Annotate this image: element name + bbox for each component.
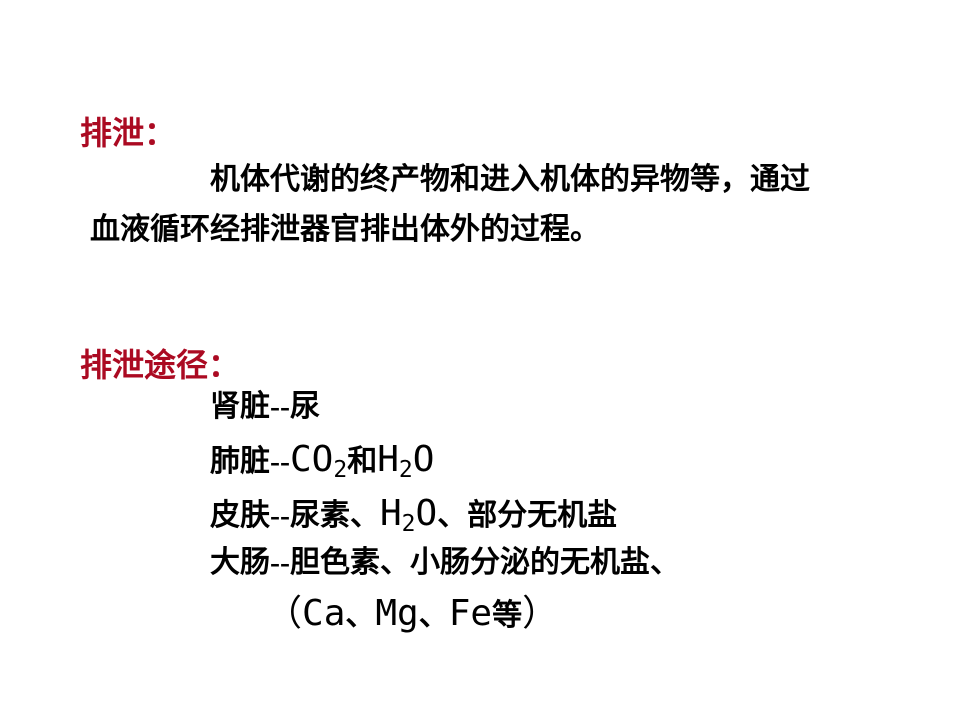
lung-and: 和 — [347, 445, 377, 478]
kidney-desc: 尿 — [290, 390, 320, 423]
lung-co2-sub: 2 — [333, 457, 347, 483]
lung-h2o-o: O — [413, 439, 435, 480]
elem-fe: Fe — [449, 593, 492, 634]
c1: 、 — [345, 599, 375, 632]
sep: -- — [270, 390, 290, 423]
paren-close: ） — [522, 593, 558, 634]
sep: -- — [270, 499, 290, 532]
paren-open: （ — [266, 593, 302, 634]
skin-h2o-h: H — [380, 493, 402, 534]
organ-skin: 皮肤 — [210, 499, 270, 532]
skin-part2: 、部分无机盐 — [437, 499, 617, 532]
organ-lung: 肺脏 — [210, 445, 270, 478]
elem-ca: Ca — [302, 593, 345, 634]
sep: -- — [270, 546, 290, 579]
c2: 、 — [419, 599, 449, 632]
route-colon-line2: （Ca、Mg、Fe等） — [266, 596, 558, 632]
slide: 排泄： 机体代谢的终产物和进入机体的异物等，通过血液循环经排泄器官排出体外的过程… — [0, 0, 960, 720]
heading-excretion: 排泄： — [80, 108, 176, 154]
skin-part1: 尿素、 — [290, 499, 380, 532]
skin-h2o-o: O — [416, 493, 438, 534]
colon-tail: 等 — [492, 599, 522, 632]
lung-h2o-sub: 2 — [399, 457, 413, 483]
elem-mg: Mg — [375, 593, 418, 634]
route-lung: 肺脏--CO2和H2O — [210, 442, 434, 478]
route-kidney: 肾脏--尿 — [210, 392, 320, 422]
organ-colon: 大肠 — [210, 546, 270, 579]
heading-routes: 排泄途径： — [80, 340, 240, 386]
definition-text: 机体代谢的终产物和进入机体的异物等，通过血液循环经排泄器官排出体外的过程。 — [90, 155, 810, 254]
organ-kidney: 肾脏 — [210, 390, 270, 423]
route-skin: 皮肤--尿素、H2O、部分无机盐 — [210, 496, 617, 532]
skin-h2o-sub: 2 — [402, 511, 416, 537]
lung-h2o-h: H — [377, 439, 399, 480]
colon-line1-tail: 胆色素、小肠分泌的无机盐、 — [290, 546, 680, 579]
sep: -- — [270, 445, 290, 478]
lung-co2-pre: CO — [290, 439, 333, 480]
route-colon-line1: 大肠--胆色素、小肠分泌的无机盐、 — [210, 548, 680, 578]
